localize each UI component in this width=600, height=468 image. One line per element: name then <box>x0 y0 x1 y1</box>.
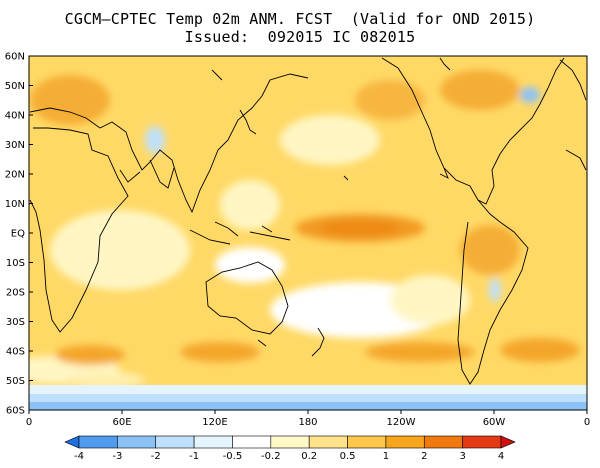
lat-tick-label: 30S <box>6 317 25 328</box>
colorbar-label: 4 <box>498 451 504 462</box>
lon-tick-label: 120E <box>202 417 227 428</box>
colorbar-label: -2 <box>151 451 161 462</box>
lat-tick-label: 50N <box>5 81 25 92</box>
lat-tick-label: 40N <box>5 111 25 122</box>
colorbar-segment <box>155 435 195 449</box>
colorbar-segment <box>117 435 157 449</box>
lat-tick-label: 60S <box>6 406 25 417</box>
colorbar-segment <box>78 435 118 449</box>
lat-tick-label: 20S <box>6 288 25 299</box>
lon-tick-label: 120W <box>387 417 416 428</box>
lat-tick-label: 10S <box>6 258 25 269</box>
map-subtitle-issued: Issued: 092015 IC 082015 <box>184 28 416 46</box>
lat-tick-label: EQ <box>11 229 25 240</box>
colorbar-label: 1 <box>383 451 389 462</box>
colorbar-segment <box>347 435 387 449</box>
longitude-axis: 0 60E 120E 180 120W 60W 0 <box>26 410 590 428</box>
colorbar-label: -0.5 <box>223 451 243 462</box>
colorbar-label: -3 <box>112 451 122 462</box>
colorbar-segment <box>232 435 272 449</box>
colorbar-label: 2 <box>421 451 427 462</box>
colorbar-label: -0.2 <box>261 451 281 462</box>
colorbar-arrow-high <box>500 435 516 449</box>
colorbar-label: -1 <box>189 451 199 462</box>
lon-tick-label: 60W <box>483 417 506 428</box>
map-title: CGCM–CPTEC Temp 02m ANM. FCST (Valid for… <box>64 10 536 28</box>
anomaly-field <box>29 56 587 410</box>
lon-tick-label: 180 <box>298 417 317 428</box>
colorbar-label: 0.5 <box>340 451 356 462</box>
colorbar-legend: -4 -3 -2 -1 -0.5 -0.2 0.2 0.5 1 2 3 4 <box>64 435 516 462</box>
colorbar-segment <box>193 435 233 449</box>
lat-tick-label: 10N <box>5 199 25 210</box>
colorbar-arrow-low <box>64 435 80 449</box>
lat-tick-label: 20N <box>5 170 25 181</box>
colorbar-segment <box>308 435 348 449</box>
colorbar-segment <box>270 435 310 449</box>
colorbar-label: 3 <box>459 451 465 462</box>
colorbar-segment <box>385 435 425 449</box>
colorbar-label: 0.2 <box>301 451 317 462</box>
colorbar-label: -4 <box>74 451 84 462</box>
colorbar-segment <box>462 435 502 449</box>
latitude-axis: 60N 50N 40N 30N 20N 10N EQ 10S 20S 30S 40S 50S 60S <box>5 52 33 417</box>
lat-tick-label: 60N <box>5 52 25 63</box>
lat-tick-label: 30N <box>5 140 25 151</box>
coastlines <box>29 57 587 385</box>
lat-tick-label: 50S <box>6 376 25 387</box>
lat-tick-label: 40S <box>6 347 25 358</box>
lon-tick-label: 0 <box>584 417 590 428</box>
lon-tick-label: 0 <box>26 417 32 428</box>
colorbar-segment <box>423 435 463 449</box>
lon-tick-label: 60E <box>112 417 131 428</box>
